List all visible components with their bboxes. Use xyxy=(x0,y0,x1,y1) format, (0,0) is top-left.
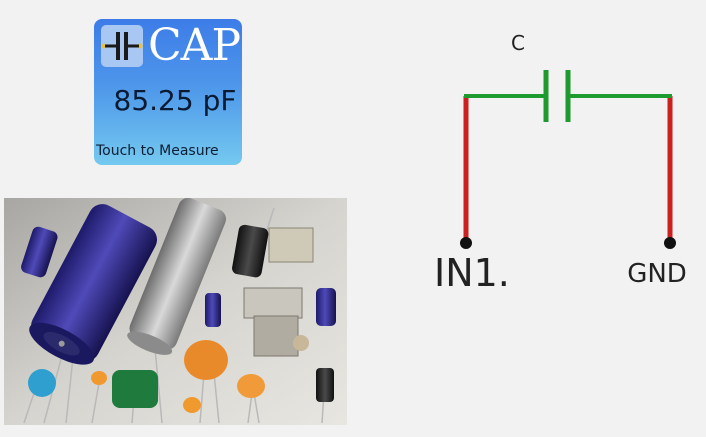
right-pin-label: GND xyxy=(627,259,687,289)
left-pin-dot xyxy=(460,237,472,249)
component-label: C xyxy=(511,31,525,55)
capacitance-meter-widget[interactable]: CAP 85.25 pF Touch to Measure xyxy=(94,19,242,165)
measurement-mode-label: CAP xyxy=(148,20,241,71)
capacitance-readout: 85.25 pF xyxy=(113,84,237,117)
left-pin-label: IN1. xyxy=(434,251,510,295)
capacitor-icon xyxy=(101,25,143,67)
right-pin-dot xyxy=(664,237,676,249)
touch-to-measure-hint: Touch to Measure xyxy=(96,143,219,159)
capacitors-photo xyxy=(4,198,347,425)
